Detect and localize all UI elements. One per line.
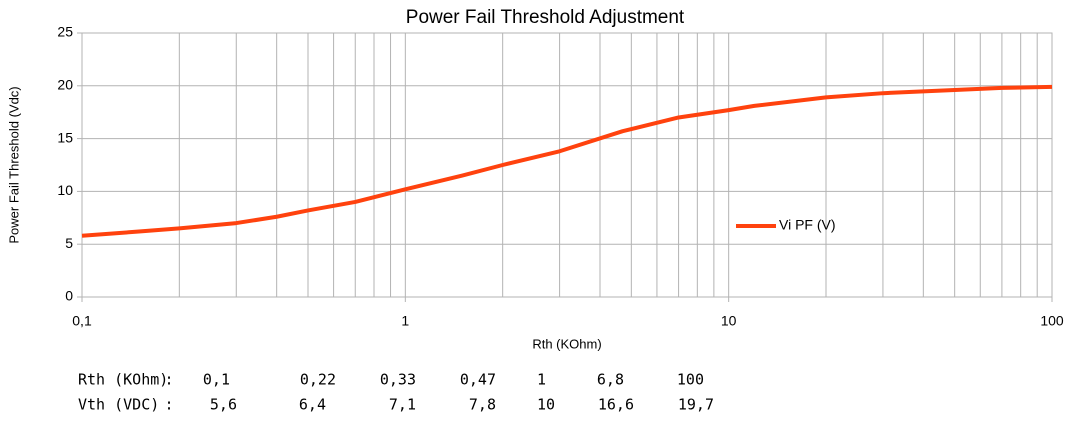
table-cell: 0,47 bbox=[460, 371, 496, 389]
y-tick-label: 5 bbox=[65, 235, 73, 251]
table-cell: 7,8 bbox=[469, 396, 496, 414]
row-separator: : bbox=[164, 371, 173, 389]
table-cell: 16,6 bbox=[598, 396, 634, 414]
table-cell: 10 bbox=[537, 396, 555, 414]
table-cell: 6,4 bbox=[299, 396, 326, 414]
table-cell: 5,6 bbox=[210, 396, 237, 414]
x-axis-label: Rth (KOhm) bbox=[532, 336, 601, 351]
row-label: Vth (VDC) bbox=[78, 396, 159, 414]
series-line bbox=[81, 84, 1053, 238]
y-tick-label: 0 bbox=[65, 288, 73, 304]
y-tick-label: 20 bbox=[57, 77, 73, 93]
table-cell: 19,7 bbox=[678, 396, 714, 414]
y-axis-label: Power Fail Threshold (Vdc) bbox=[6, 86, 21, 243]
x-tick-label: 100 bbox=[1040, 313, 1064, 329]
chart-title: Power Fail Threshold Adjustment bbox=[406, 7, 685, 28]
table-cell: 0,1 bbox=[203, 371, 230, 389]
table-cell: 1 bbox=[537, 371, 546, 389]
legend-label: Vi PF (V) bbox=[779, 217, 836, 233]
y-tick-label: 15 bbox=[57, 129, 73, 145]
table-cell: 7,1 bbox=[389, 396, 416, 414]
table-cell: 0,22 bbox=[300, 371, 336, 389]
y-tick-label: 10 bbox=[57, 182, 73, 198]
plot-frame bbox=[81, 32, 1053, 298]
table-cell: 100 bbox=[677, 371, 704, 389]
x-tick-label: 1 bbox=[401, 313, 409, 329]
x-tick-label: 0,1 bbox=[72, 313, 92, 329]
table-cell: 6,8 bbox=[597, 371, 624, 389]
y-tick-label: 25 bbox=[57, 24, 73, 40]
row-separator: : bbox=[164, 396, 173, 414]
table-cell: 0,33 bbox=[380, 371, 416, 389]
x-tick-label: 10 bbox=[721, 313, 737, 329]
row-label: Rth (KOhm) bbox=[78, 371, 168, 389]
